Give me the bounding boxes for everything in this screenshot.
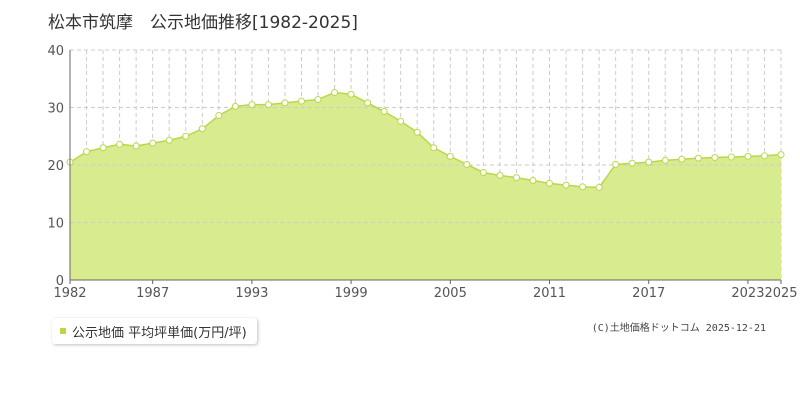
data-point-2003	[413, 128, 421, 136]
x-tick-labels: 1982 1987 1993 1999 2005 2011 2017 2023 2025	[53, 280, 798, 301]
data-point-2024	[760, 152, 768, 160]
data-point-1998	[331, 89, 339, 97]
copyright-credit: (C)土地価格ドットコム 2025-12-21	[591, 323, 766, 334]
series-area	[70, 92, 781, 280]
data-point-1992	[231, 102, 239, 110]
data-point-1988	[165, 136, 173, 144]
data-point-2008	[496, 171, 504, 179]
data-point-1990	[198, 125, 206, 133]
data-point-1994	[264, 101, 272, 109]
data-point-1996	[297, 97, 305, 105]
y-tick-label: 0	[56, 274, 64, 289]
data-point-2018	[661, 156, 669, 164]
data-point-1997	[314, 95, 322, 103]
chart-legend: 公示地価 平均坪単価(万円/坪)	[52, 318, 257, 344]
legend-label: 公示地価 平均坪単価(万円/坪)	[72, 325, 247, 341]
data-point-2011	[546, 179, 554, 187]
data-point-2012	[562, 181, 570, 189]
y-tick-label: 40	[47, 44, 64, 59]
data-point-2005	[446, 152, 454, 160]
data-point-2015	[612, 160, 620, 168]
y-tick-label: 30	[47, 102, 64, 117]
y-tick-label: 20	[47, 159, 64, 174]
x-tick-label: 2023	[731, 286, 764, 301]
y-tick-label: 10	[47, 217, 64, 232]
data-point-2020	[694, 154, 702, 162]
data-point-2010	[529, 177, 537, 185]
data-point-2006	[463, 160, 471, 168]
data-point-2021	[711, 154, 719, 162]
x-tick-label: 2017	[632, 286, 665, 301]
data-point-1995	[281, 99, 289, 107]
x-tick-label: 2005	[434, 286, 467, 301]
data-point-2023	[744, 152, 752, 160]
series-points	[66, 89, 785, 191]
x-tick-label: 1987	[136, 286, 169, 301]
data-point-2002	[397, 117, 405, 125]
data-point-1983	[83, 148, 91, 156]
data-point-1993	[248, 101, 256, 109]
data-point-1999	[347, 90, 355, 98]
data-point-1991	[215, 112, 223, 120]
data-point-2017	[645, 158, 653, 166]
page-title: 松本市筑摩 公示地価推移[1982-2025]	[48, 13, 358, 33]
x-tick-label: 1993	[235, 286, 268, 301]
data-point-2000	[364, 99, 372, 107]
data-point-1985	[116, 140, 124, 148]
y-tick-labels: 0 10 20 30 40	[47, 44, 64, 289]
x-tick-label: 2011	[533, 286, 566, 301]
data-point-2004	[430, 144, 438, 152]
data-point-2019	[678, 155, 686, 163]
data-point-2013	[579, 183, 587, 191]
data-point-1987	[149, 139, 157, 147]
data-point-2022	[727, 153, 735, 161]
data-point-2009	[512, 174, 520, 182]
x-tick-label: 2025	[764, 286, 797, 301]
data-point-2001	[380, 108, 388, 116]
x-tick-label: 1999	[335, 286, 368, 301]
data-point-2014	[595, 183, 603, 191]
legend-swatch	[60, 328, 66, 334]
data-point-2016	[628, 159, 636, 167]
data-point-1984	[99, 144, 107, 152]
data-point-1986	[132, 142, 140, 150]
x-tick-label: 1982	[53, 286, 86, 301]
data-point-2007	[479, 168, 487, 176]
data-point-1989	[182, 132, 190, 140]
data-point-2025	[777, 151, 785, 159]
